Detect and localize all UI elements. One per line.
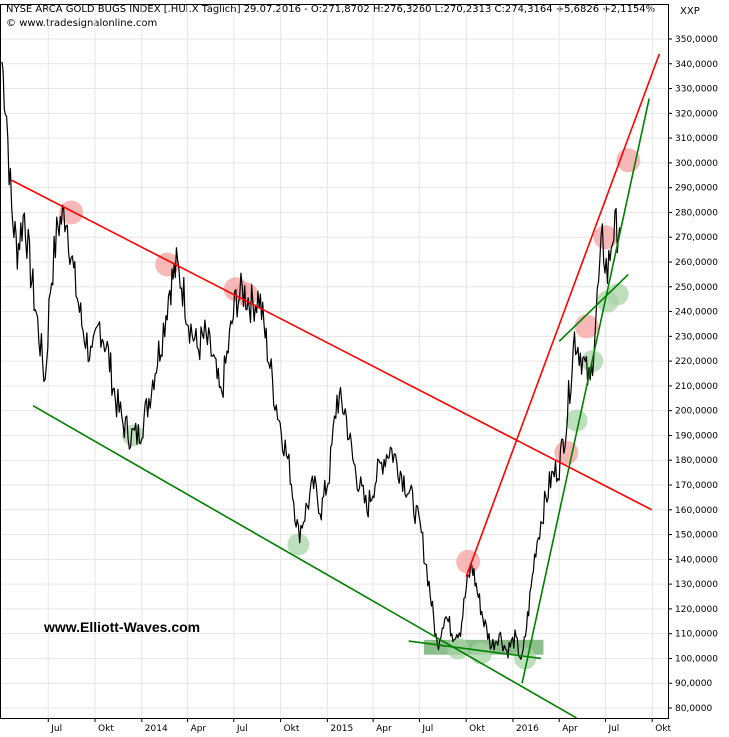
x-tick-label: Okt [284,724,300,734]
y-tick-label: 170,0000 [675,481,718,491]
support-touch-marker [287,533,310,556]
price-line [1,61,621,660]
support-touch-marker [565,409,588,432]
y-tick-label: 80,0000 [675,704,712,714]
x-tick-label: Okt [655,724,671,734]
support-touch-marker [514,647,537,670]
y-tick-label: 310,0000 [675,134,718,144]
y-tick-label: 190,0000 [675,431,718,441]
x-tick-label: Jul [607,724,619,734]
x-tick-label: Jul [421,724,433,734]
grid [0,4,668,718]
y-tick-label: 350,0000 [675,35,718,45]
source-url: www.tradesignalonline.com [19,18,158,29]
copyright-icon: © [6,18,16,29]
y-tick-label: 100,0000 [675,654,718,664]
currency-label: XXP [680,6,700,17]
resistance-trendline [465,53,661,577]
x-tick-label: Okt [98,724,114,734]
y-tick-label: 340,0000 [675,60,718,70]
resistance-touch-marker [59,200,84,225]
watermark: www.Elliott-Waves.com [43,619,200,635]
support-touch-marker [469,642,492,665]
y-tick-label: 90,0000 [675,679,712,689]
resistance-touch-marker [593,225,618,250]
support-trendline [408,640,542,660]
resistance-trendline [11,179,653,511]
trendlines-layer [11,53,661,719]
y-tick-label: 240,0000 [675,308,718,318]
axes-layer: 80,0000 90,0000 100,0000 110,0000 120,0000 13… [0,4,718,734]
y-tick-label: 130,0000 [675,580,718,590]
y-tick-label: 260,0000 [675,258,718,268]
support-touch-marker [606,283,629,306]
y-tick-label: 200,0000 [675,407,718,417]
x-tick-label: Apr [191,724,207,734]
y-tick-label: 290,0000 [675,184,718,194]
y-tick-label: 180,0000 [675,456,718,466]
price-series-layer [1,61,621,660]
circle-markers-layer [59,148,641,670]
y-tick-label: 160,0000 [675,506,718,516]
y-tick-label: 280,0000 [675,208,718,218]
y-tick-label: 220,0000 [675,357,718,367]
y-tick-label: 140,0000 [675,555,718,565]
y-tick-label: 120,0000 [675,605,718,615]
chart-header-line1: NYSE ARCA GOLD BUGS INDEX [.HUI.X Täglic… [6,4,656,15]
x-tick-label: Jul [236,724,248,734]
y-tick-label: 110,0000 [675,630,718,640]
y-tick-label: 210,0000 [675,382,718,392]
x-tick-label: Okt [469,724,485,734]
support-touch-marker [447,637,470,660]
chart-header-line2: © www.tradesignalonline.com [6,18,157,29]
support-trendline [521,98,650,684]
x-tick-label: 2016 [516,724,539,734]
y-tick-label: 250,0000 [675,283,718,293]
x-tick-label: Apr [562,724,578,734]
x-tick-label: Jul [50,724,62,734]
y-tick-label: 270,0000 [675,233,718,243]
support-trendline [32,405,577,719]
y-tick-label: 300,0000 [675,159,718,169]
x-tick-label: 2015 [330,724,353,734]
y-tick-label: 230,0000 [675,332,718,342]
x-tick-label: 2014 [145,724,168,734]
x-tick-label: Apr [376,724,392,734]
y-tick-label: 320,0000 [675,109,718,119]
y-tick-label: 150,0000 [675,531,718,541]
y-tick-label: 330,0000 [675,85,718,95]
support-trendline [558,273,629,342]
